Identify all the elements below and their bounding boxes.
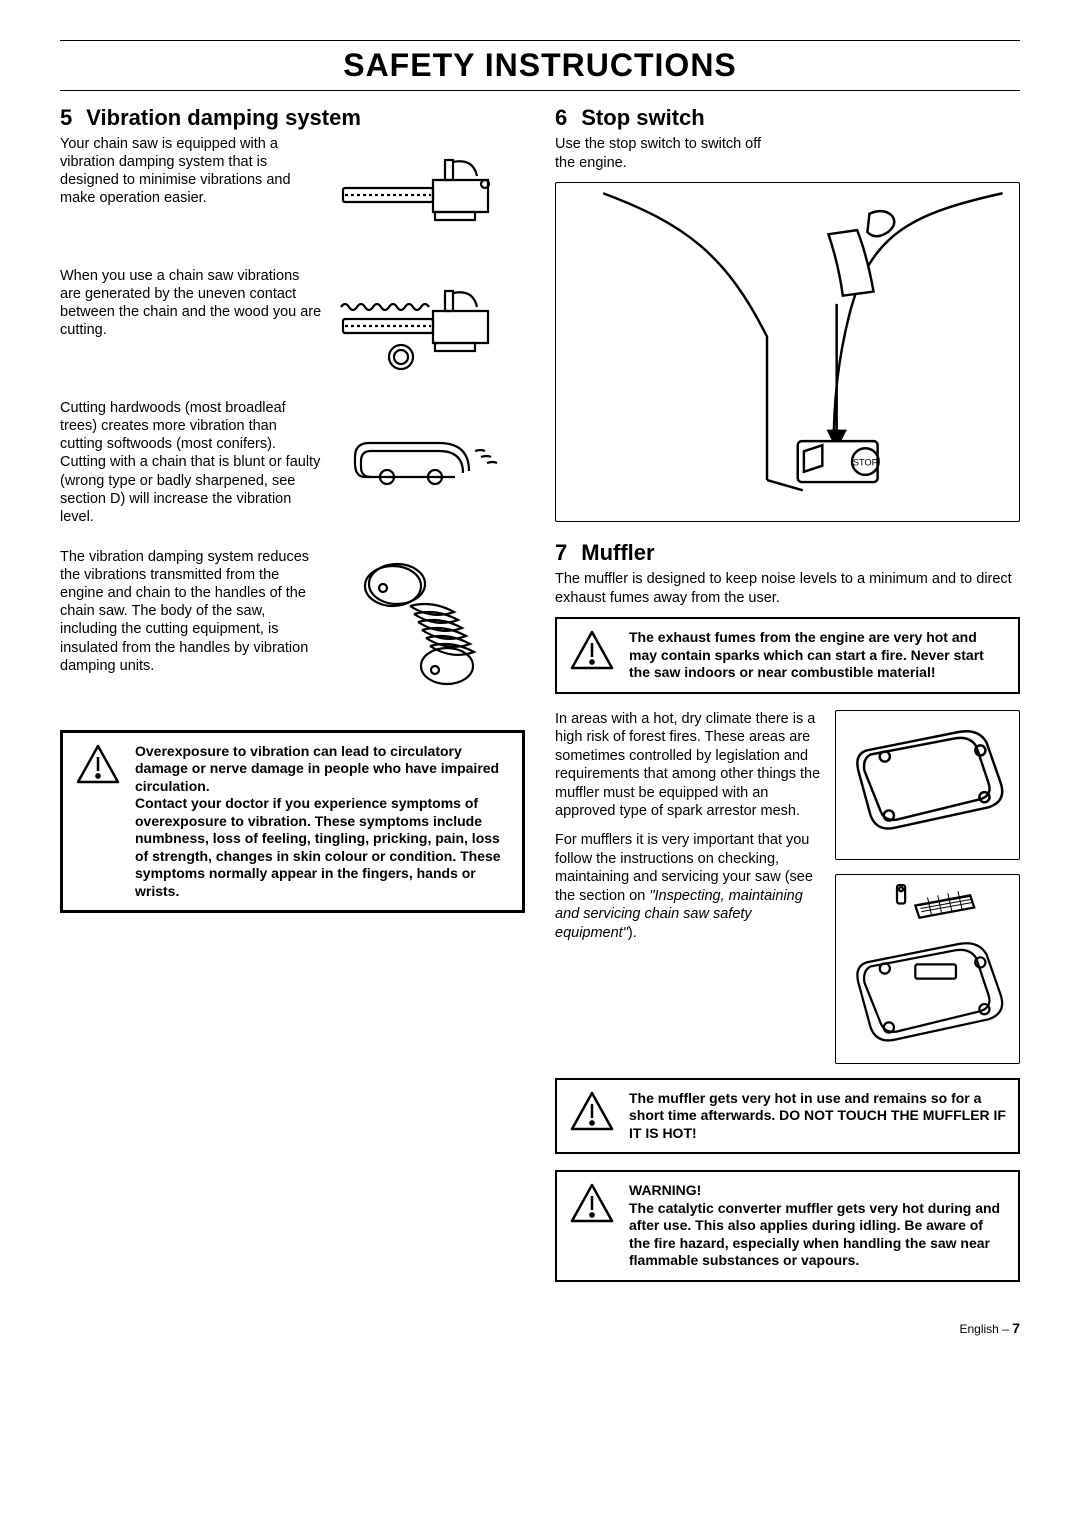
- sec5-p1: Your chain saw is equipped with a vibrat…: [60, 135, 323, 245]
- stop-switch-figure: STOP: [555, 182, 1020, 522]
- right-column: 6 Stop switch Use the stop switch to swi…: [555, 105, 1020, 1298]
- sec5-row-3: Cutting hardwoods (most broadleaf trees)…: [60, 399, 525, 526]
- muffler-row: In areas with a hot, dry climate there i…: [555, 710, 1020, 1064]
- page-footer: English – 7: [60, 1320, 1020, 1336]
- chainsaw-vibrating-icon: [335, 267, 525, 377]
- section-number: 6: [555, 105, 567, 131]
- chainsaw-normal-icon: [335, 140, 525, 240]
- muffler-mesh-figure: [835, 874, 1020, 1064]
- warning-triangle-icon: [569, 629, 615, 676]
- sec5-row-1: Your chain saw is equipped with a vibrat…: [60, 135, 525, 245]
- section-5-heading: 5 Vibration damping system: [60, 105, 525, 131]
- sec5-p2: When you use a chain saw vibrations are …: [60, 267, 323, 377]
- page-title: SAFETY INSTRUCTIONS: [60, 47, 1020, 84]
- vibration-warning-box: Overexposure to vibration can lead to ci…: [60, 730, 525, 914]
- chainsaw-figure-1: [335, 135, 525, 245]
- top-rule: [60, 40, 1020, 41]
- section-title: Vibration damping system: [86, 105, 361, 131]
- sec7-p2: In areas with a hot, dry climate there i…: [555, 710, 823, 821]
- muffler-text-block: In areas with a hot, dry climate there i…: [555, 710, 823, 1064]
- damper-spring-figure: [335, 548, 525, 708]
- damping-springs-icon: [335, 548, 525, 708]
- hot-muffler-warning-box: The muffler gets very hot in use and rem…: [555, 1078, 1020, 1155]
- sec7-p3: For mufflers it is very important that y…: [555, 831, 823, 942]
- warning-triangle-icon: [569, 1090, 615, 1137]
- warning-body: The catalytic converter muffler gets ver…: [629, 1200, 1000, 1269]
- sec7-p3c: ).: [628, 925, 637, 941]
- chain-link-icon: [335, 407, 525, 517]
- section-number: 7: [555, 540, 567, 566]
- chain-link-figure: [335, 399, 525, 526]
- sec5-p3: Cutting hardwoods (most broadleaf trees)…: [60, 399, 323, 526]
- sec5-row-2: When you use a chain saw vibrations are …: [60, 267, 525, 377]
- exhaust-warning-box: The exhaust fumes from the engine are ve…: [555, 617, 1020, 694]
- sec5-row-4: The vibration damping system reduces the…: [60, 548, 525, 708]
- columns: 5 Vibration damping system Your chain sa…: [60, 105, 1020, 1298]
- warning-triangle-icon: [569, 1182, 615, 1229]
- section-number: 5: [60, 105, 72, 131]
- footer-page: 7: [1012, 1320, 1020, 1336]
- footer-lang: English: [959, 1322, 998, 1336]
- catalytic-warning-text: WARNING! The catalytic converter muffler…: [629, 1182, 1006, 1270]
- left-column: 5 Vibration damping system Your chain sa…: [60, 105, 525, 1298]
- sec6-p1: Use the stop switch to switch off the en…: [555, 135, 775, 172]
- section-title: Muffler: [581, 540, 654, 566]
- sec5-p4: The vibration damping system reduces the…: [60, 548, 323, 708]
- exhaust-warning-text: The exhaust fumes from the engine are ve…: [629, 629, 1006, 682]
- section-title: Stop switch: [581, 105, 704, 131]
- svg-text:STOP: STOP: [853, 458, 878, 468]
- warning-triangle-icon: [75, 743, 121, 790]
- muffler-closed-figure: [835, 710, 1020, 860]
- section-6-heading: 6 Stop switch: [555, 105, 1020, 131]
- sec7-p1: The muffler is designed to keep noise le…: [555, 570, 1020, 607]
- stop-switch-icon: STOP: [556, 183, 1019, 521]
- catalytic-warning-box: WARNING! The catalytic converter muffler…: [555, 1170, 1020, 1282]
- title-rule: [60, 90, 1020, 91]
- footer-sep: –: [1002, 1322, 1009, 1336]
- chainsaw-figure-2: [335, 267, 525, 377]
- warning-lead: WARNING!: [629, 1182, 1006, 1200]
- section-7-heading: 7 Muffler: [555, 540, 1020, 566]
- muffler-icon: [836, 711, 1019, 859]
- hot-muffler-warning-text: The muffler gets very hot in use and rem…: [629, 1090, 1006, 1143]
- muffler-figures: [835, 710, 1020, 1064]
- spacer: [555, 1064, 1020, 1078]
- vibration-warning-text: Overexposure to vibration can lead to ci…: [135, 743, 510, 901]
- muffler-mesh-icon: [836, 875, 1019, 1063]
